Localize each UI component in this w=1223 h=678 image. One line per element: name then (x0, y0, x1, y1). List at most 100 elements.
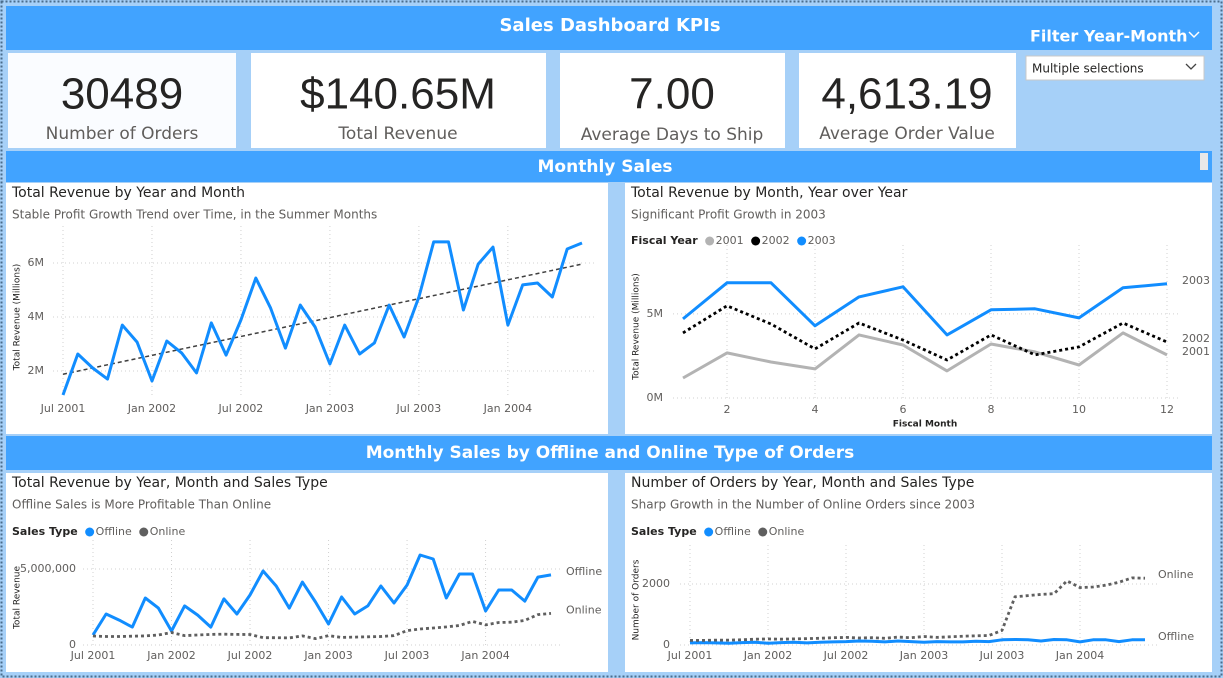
x-tick-label: Jan 2002 (127, 402, 176, 415)
x-tick-label: 12 (1160, 403, 1174, 416)
chart-title: Total Revenue by Month, Year over Year (630, 185, 908, 201)
x-tick-label: Jan 2003 (303, 649, 352, 662)
dropdown-chevron[interactable] (1185, 63, 1197, 70)
chart-title: Total Revenue by Year and Month (11, 185, 245, 201)
x-tick-label: Jan 2003 (305, 402, 354, 415)
x-tick-label: 10 (1072, 403, 1086, 416)
line (682, 331, 1168, 380)
trend-line (62, 263, 583, 375)
filter-dropdown[interactable] (1025, 55, 1205, 81)
section-title: Monthly Sales by Offline and Online Type… (366, 443, 855, 463)
x-tick-label: Jul 2003 (979, 649, 1025, 662)
kpi-card (799, 53, 1016, 148)
filter-chevron[interactable] (1188, 31, 1200, 39)
x-tick-label: Jan 2004 (1055, 649, 1104, 662)
end-label: Offline (1158, 630, 1194, 643)
filter-selection[interactable]: Multiple selections (1032, 62, 1144, 76)
x-tick-label: Jul 2001 (40, 402, 86, 415)
kpi-label: Average Order Value (819, 124, 995, 144)
x-tick-label: 6 (900, 403, 907, 416)
x-tick-label: 8 (988, 403, 995, 416)
chart-title: Number of Orders by Year, Month and Sale… (631, 475, 974, 491)
chart-subtitle: Offline Sales is More Profitable Than On… (12, 498, 271, 512)
line (91, 553, 552, 636)
line (61, 240, 583, 396)
legend-marker (705, 236, 715, 246)
y-axis-title: Number of Orders (632, 559, 642, 640)
x-tick-label: Jul 2001 (70, 649, 116, 662)
y-tick-label: 0M (647, 391, 664, 404)
legend-marker (751, 236, 761, 246)
end-label: Online (566, 603, 602, 616)
chart-panel (6, 183, 608, 434)
chart-subtitle: Sharp Growth in the Number of Online Ord… (631, 498, 975, 512)
end-label: Offline (566, 565, 602, 578)
kpi-value: $140.65M (300, 70, 496, 119)
end-label: Online (1158, 568, 1194, 581)
chart-panel (6, 473, 608, 672)
chart-subtitle: Stable Profit Growth Trend over Time, in… (12, 208, 377, 222)
x-tick-label: Jan 2003 (899, 649, 948, 662)
x-tick-label: 2 (724, 403, 731, 416)
y-tick-label: 4M (28, 310, 45, 323)
title-bar (6, 6, 1212, 50)
y-axis-title: Total Revenue (Millions) (632, 273, 642, 381)
legend-label: Offline (96, 525, 132, 538)
legend-label: 2002 (762, 234, 790, 247)
kpi-value: 30489 (61, 70, 183, 119)
kpi-label: Total Revenue (337, 124, 457, 144)
kpi-card (8, 53, 236, 148)
y-tick-label: 0 (69, 638, 76, 651)
x-tick-label: Jul 2003 (396, 402, 442, 415)
x-tick-label: Jan 2004 (460, 649, 509, 662)
legend-marker (139, 527, 149, 537)
line (690, 576, 1146, 642)
y-axis-title: Total Revenue (13, 566, 23, 631)
y-tick-label: 0 (663, 638, 670, 651)
y-tick-label: 5M (647, 307, 664, 320)
line (682, 281, 1168, 337)
x-tick-label: Jul 2003 (384, 649, 430, 662)
legend-title: Fiscal Year (631, 234, 698, 247)
section-bar (6, 151, 1212, 182)
kpi-value: 4,613.19 (821, 70, 992, 119)
legend-label: 2003 (808, 234, 836, 247)
filter-title: Filter Year-Month (1030, 27, 1188, 46)
y-tick-label: 2M (28, 364, 45, 377)
end-label: 2003 (1182, 274, 1210, 287)
x-tick-label: Jul 2001 (667, 649, 713, 662)
end-label: 2002 (1182, 332, 1210, 345)
legend-marker (85, 527, 95, 537)
legend-label: 2001 (716, 234, 744, 247)
x-tick-label: Jul 2002 (227, 649, 273, 662)
kpi-label: Average Days to Ship (581, 125, 764, 145)
y-tick-label: 2000 (642, 577, 670, 590)
dashboard-title: Sales Dashboard KPIs (499, 15, 720, 36)
legend-marker (797, 236, 807, 246)
x-tick-label: Jul 2002 (218, 402, 264, 415)
legend-marker (704, 527, 714, 537)
x-axis-title: Fiscal Month (893, 420, 957, 430)
section-bar (6, 436, 1212, 470)
chart-panel (625, 183, 1212, 434)
section-title: Monthly Sales (538, 157, 673, 177)
legend-label: Online (769, 525, 805, 538)
scrollbar-thumb[interactable] (1200, 153, 1208, 170)
kpi-value: 7.00 (629, 70, 715, 119)
y-tick-label: 6M (28, 256, 45, 269)
line (689, 638, 1145, 645)
legend-label: Online (150, 525, 186, 538)
chart-title: Total Revenue by Year, Month and Sales T… (11, 475, 328, 491)
legend-marker (758, 527, 768, 537)
chart-subtitle: Significant Profit Growth in 2003 (631, 208, 826, 222)
kpi-card (251, 53, 546, 148)
kpi-label: Number of Orders (46, 124, 199, 144)
x-tick-label: Jan 2004 (483, 402, 532, 415)
legend-label: Offline (715, 525, 751, 538)
legend-title: Sales Type (631, 525, 697, 538)
x-tick-label: Jul 2002 (823, 649, 869, 662)
x-tick-label: 4 (812, 403, 819, 416)
end-label: 2001 (1182, 345, 1210, 358)
